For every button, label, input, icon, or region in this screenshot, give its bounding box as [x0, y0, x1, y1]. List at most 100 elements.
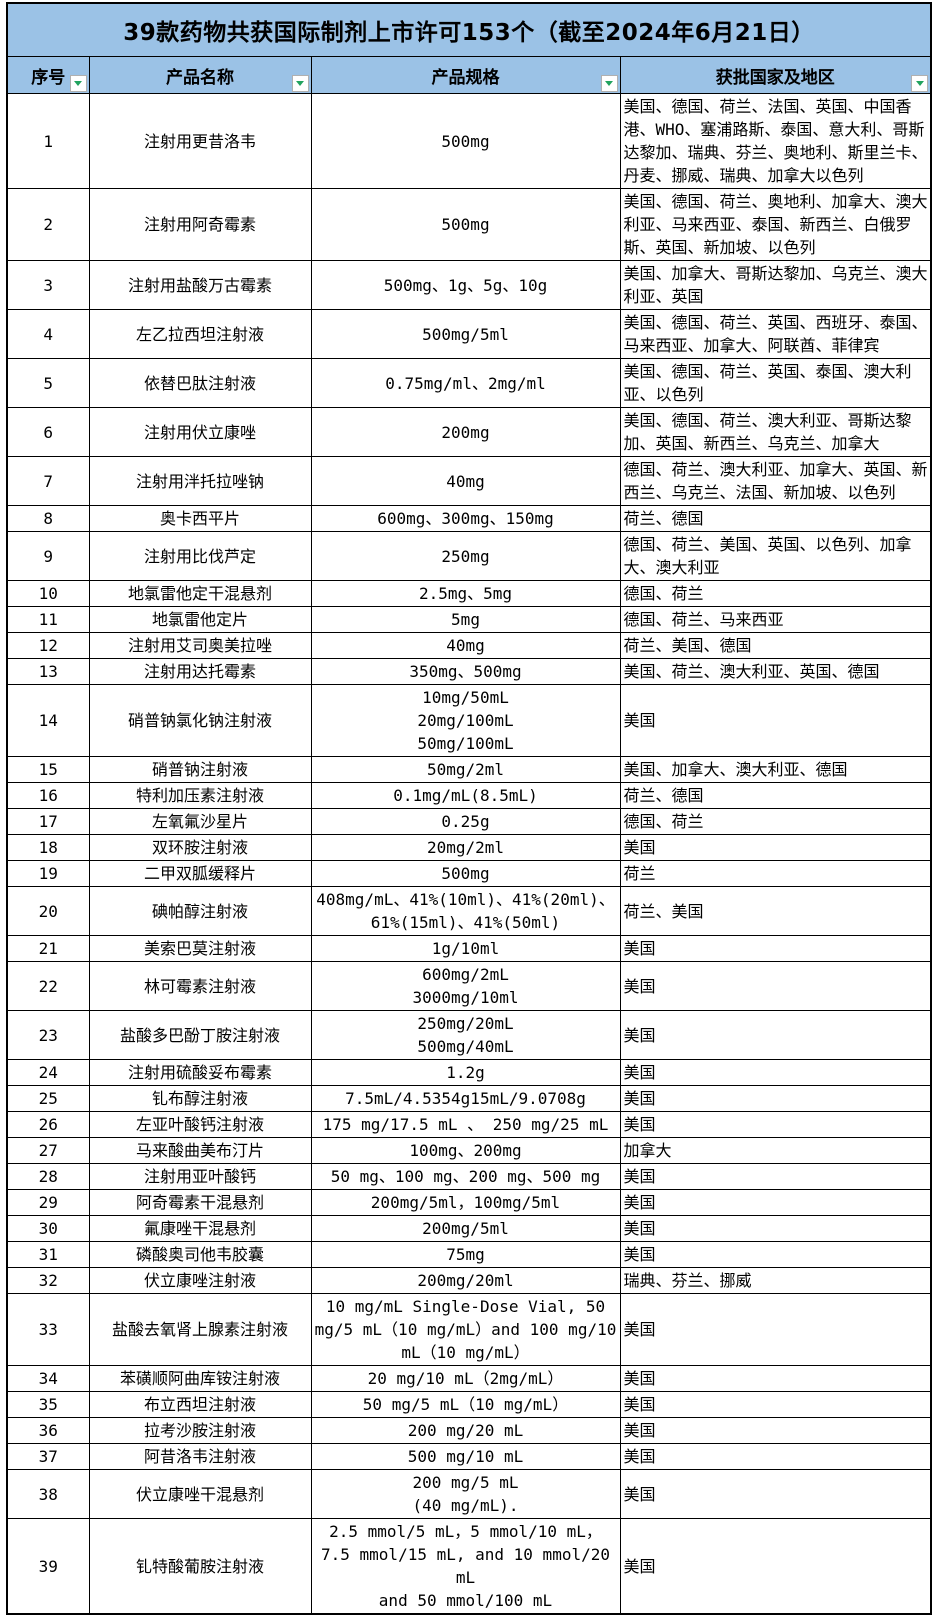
- filter-dropdown-button[interactable]: [291, 75, 309, 92]
- table-row: 34 苯磺顺阿曲库铵注射液 20 mg/10 mL（2mg/mL） 美国: [6, 1365, 932, 1392]
- cell-approved-regions: 美国: [619, 1111, 932, 1138]
- cell-approved-regions: 美国: [619, 684, 932, 757]
- cell-product-spec: 200mg: [310, 407, 621, 457]
- filter-dropdown-button[interactable]: [69, 75, 87, 92]
- title-row: 39款药物共获国际制剂上市许可153个（截至2024年6月21日）: [6, 2, 932, 57]
- table-row: 6 注射用伏立康唑 200mg 美国、德国、荷兰、澳大利亚、哥斯达黎加、英国、新…: [6, 407, 932, 457]
- cell-product-name: 注射用阿奇霉素: [88, 188, 312, 261]
- cell-serial-number: 22: [6, 961, 90, 1011]
- table-row: 15 硝普钠注射液 50mg/2ml 美国、加拿大、澳大利亚、德国: [6, 756, 932, 783]
- cell-product-name: 钆布醇注射液: [88, 1085, 312, 1112]
- cell-approved-regions: 美国、德国、荷兰、奥地利、加拿大、澳大利亚、马来西亚、泰国、新西兰、白俄罗斯、英…: [619, 188, 932, 261]
- cell-product-name: 左氧氟沙星片: [88, 808, 312, 835]
- cell-product-spec: 0.75mg/ml、2mg/ml: [310, 358, 621, 408]
- cell-serial-number: 34: [6, 1365, 90, 1392]
- cell-serial-number: 26: [6, 1111, 90, 1138]
- drug-approval-table: 39款药物共获国际制剂上市许可153个（截至2024年6月21日） 序号 产品名…: [6, 2, 933, 1615]
- cell-product-name: 左亚叶酸钙注射液: [88, 1111, 312, 1138]
- cell-approved-regions: 美国: [619, 1518, 932, 1615]
- table-row: 13 注射用达托霉素 350mg、500mg 美国、荷兰、澳大利亚、英国、德国: [6, 658, 932, 685]
- cell-approved-regions: 美国、加拿大、哥斯达黎加、乌克兰、澳大利亚、英国: [619, 260, 932, 310]
- table-title: 39款药物共获国际制剂上市许可153个（截至2024年6月21日）: [6, 2, 932, 57]
- cell-serial-number: 5: [6, 358, 90, 408]
- table-row: 11 地氯雷他定片 5mg 德国、荷兰、马来西亚: [6, 606, 932, 633]
- cell-approved-regions: 荷兰: [619, 860, 932, 887]
- table-row: 31 磷酸奥司他韦胶囊 75mg 美国: [6, 1241, 932, 1268]
- table-row: 12 注射用艾司奥美拉唑 40mg 荷兰、美国、德国: [6, 632, 932, 659]
- cell-serial-number: 29: [6, 1189, 90, 1216]
- filter-dropdown-button[interactable]: [600, 75, 618, 92]
- cell-product-spec: 600mg、300mg、150mg: [310, 505, 621, 532]
- table-row: 24 注射用硫酸妥布霉素 1.2g 美国: [6, 1059, 932, 1086]
- column-header: 产品名称: [88, 56, 312, 94]
- cell-serial-number: 35: [6, 1391, 90, 1418]
- cell-approved-regions: 德国、荷兰、马来西亚: [619, 606, 932, 633]
- cell-serial-number: 18: [6, 834, 90, 861]
- cell-approved-regions: 美国、德国、荷兰、澳大利亚、哥斯达黎加、英国、新西兰、乌克兰、加拿大: [619, 407, 932, 457]
- cell-product-name: 伏立康唑注射液: [88, 1267, 312, 1294]
- table-row: 21 美索巴莫注射液 1g/10ml 美国: [6, 935, 932, 962]
- cell-product-name: 地氯雷他定干混悬剂: [88, 580, 312, 607]
- table-row: 10 地氯雷他定干混悬剂 2.5mg、5mg 德国、荷兰: [6, 580, 932, 607]
- cell-product-spec: 500mg: [310, 860, 621, 887]
- table-row: 37 阿昔洛韦注射液 500 mg/10 mL 美国: [6, 1443, 932, 1470]
- cell-serial-number: 9: [6, 531, 90, 581]
- cell-serial-number: 12: [6, 632, 90, 659]
- cell-product-spec: 75mg: [310, 1241, 621, 1268]
- cell-approved-regions: 荷兰、美国: [619, 886, 932, 936]
- cell-approved-regions: 美国、德国、荷兰、法国、英国、中国香港、WHO、塞浦路斯、泰国、意大利、哥斯达黎…: [619, 93, 932, 189]
- table-row: 26 左亚叶酸钙注射液 175 mg/17.5 mL 、 250 mg/25 m…: [6, 1111, 932, 1138]
- column-header: 序号: [6, 56, 90, 94]
- cell-serial-number: 13: [6, 658, 90, 685]
- cell-product-name: 苯磺顺阿曲库铵注射液: [88, 1365, 312, 1392]
- cell-product-name: 硝普钠注射液: [88, 756, 312, 783]
- cell-product-name: 奥卡西平片: [88, 505, 312, 532]
- cell-serial-number: 20: [6, 886, 90, 936]
- cell-approved-regions: 美国: [619, 1241, 932, 1268]
- cell-product-spec: 250mg/20mL 500mg/40mL: [310, 1010, 621, 1060]
- cell-product-name: 拉考沙胺注射液: [88, 1417, 312, 1444]
- cell-serial-number: 37: [6, 1443, 90, 1470]
- cell-product-spec: 350mg、500mg: [310, 658, 621, 685]
- cell-product-spec: 250mg: [310, 531, 621, 581]
- table-row: 16 特利加压素注射液 0.1mg/mL(8.5mL) 荷兰、德国: [6, 782, 932, 809]
- cell-product-name: 盐酸去氧肾上腺素注射液: [88, 1293, 312, 1366]
- cell-serial-number: 7: [6, 456, 90, 506]
- cell-product-spec: 10mg/50mL 20mg/100mL 50mg/100mL: [310, 684, 621, 757]
- cell-serial-number: 8: [6, 505, 90, 532]
- cell-approved-regions: 美国、德国、荷兰、英国、泰国、澳大利亚、以色列: [619, 358, 932, 408]
- cell-product-spec: 0.1mg/mL(8.5mL): [310, 782, 621, 809]
- cell-approved-regions: 荷兰、美国、德国: [619, 632, 932, 659]
- column-header-label: 产品规格: [431, 67, 500, 88]
- cell-product-spec: 500mg: [310, 93, 621, 189]
- cell-serial-number: 15: [6, 756, 90, 783]
- table-row: 32 伏立康唑注射液 200mg/20ml 瑞典、芬兰、挪威: [6, 1267, 932, 1294]
- filter-arrow-icon: [605, 81, 613, 86]
- table-row: 19 二甲双胍缓释片 500mg 荷兰: [6, 860, 932, 887]
- cell-product-name: 阿奇霉素干混悬剂: [88, 1189, 312, 1216]
- column-header: 获批国家及地区: [619, 56, 932, 94]
- table-row: 25 钆布醇注射液 7.5mL/4.5354g15mL/9.0708g 美国: [6, 1085, 932, 1112]
- cell-product-name: 注射用亚叶酸钙: [88, 1163, 312, 1190]
- cell-approved-regions: 美国: [619, 834, 932, 861]
- filter-dropdown-button[interactable]: [911, 75, 929, 92]
- cell-product-name: 马来酸曲美布汀片: [88, 1137, 312, 1164]
- cell-product-spec: 0.25g: [310, 808, 621, 835]
- table-row: 5 依替巴肽注射液 0.75mg/ml、2mg/ml 美国、德国、荷兰、英国、泰…: [6, 358, 932, 408]
- cell-product-spec: 50 mg、100 mg、200 mg、500 mg: [310, 1163, 621, 1190]
- cell-product-spec: 600mg/2mL 3000mg/10ml: [310, 961, 621, 1011]
- cell-serial-number: 6: [6, 407, 90, 457]
- cell-approved-regions: 美国、荷兰、澳大利亚、英国、德国: [619, 658, 932, 685]
- cell-product-spec: 500mg/5ml: [310, 309, 621, 359]
- cell-approved-regions: 美国: [619, 961, 932, 1011]
- cell-serial-number: 23: [6, 1010, 90, 1060]
- cell-serial-number: 30: [6, 1215, 90, 1242]
- cell-serial-number: 1: [6, 93, 90, 189]
- cell-approved-regions: 瑞典、芬兰、挪威: [619, 1267, 932, 1294]
- table-row: 29 阿奇霉素干混悬剂 200mg/5ml，100mg/5ml 美国: [6, 1189, 932, 1216]
- cell-product-spec: 1.2g: [310, 1059, 621, 1086]
- table-row: 22 林可霉素注射液 600mg/2mL 3000mg/10ml 美国: [6, 961, 932, 1011]
- cell-approved-regions: 美国: [619, 1391, 932, 1418]
- cell-product-name: 硝普钠氯化钠注射液: [88, 684, 312, 757]
- cell-product-spec: 20 mg/10 mL（2mg/mL）: [310, 1365, 621, 1392]
